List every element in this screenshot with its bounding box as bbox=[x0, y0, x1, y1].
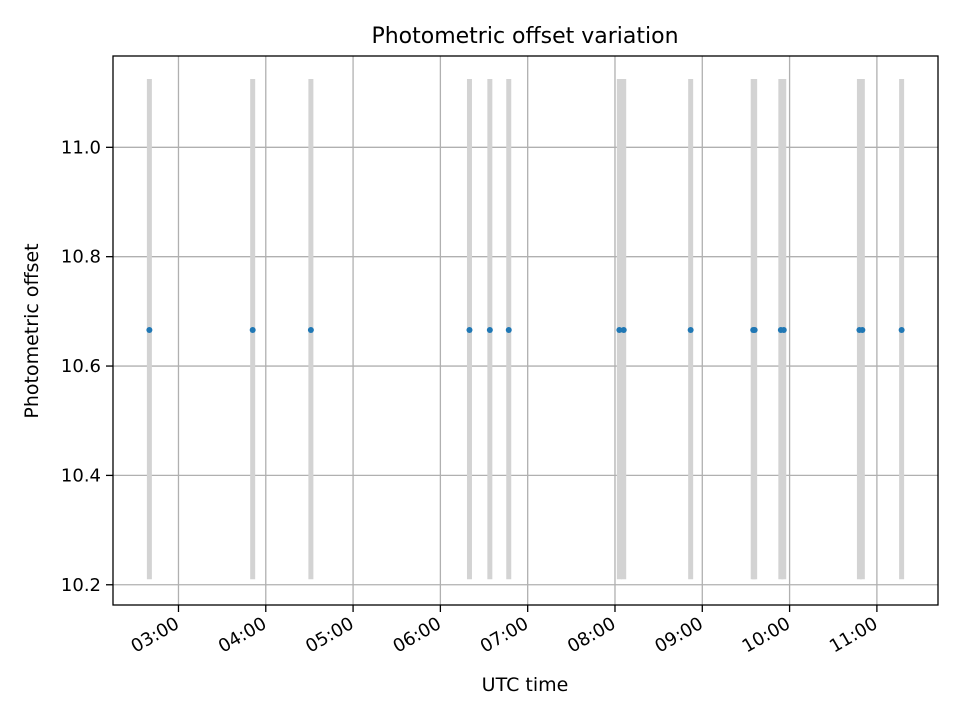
data-point bbox=[751, 326, 758, 333]
y-axis-ticks: 10.2 10.4 10.6 10.8 11.0 bbox=[61, 137, 113, 596]
y-tick-label: 10.6 bbox=[61, 356, 101, 377]
data-point bbox=[616, 326, 623, 333]
y-tick-label: 10.4 bbox=[61, 465, 101, 486]
data-point bbox=[466, 326, 473, 333]
y-tick-label: 10.2 bbox=[61, 575, 101, 596]
data-point bbox=[146, 326, 153, 333]
data-point bbox=[307, 326, 314, 333]
x-tick-label: 08:00 bbox=[564, 613, 619, 657]
data-point bbox=[898, 326, 905, 333]
x-tick-label: 03:00 bbox=[128, 613, 183, 657]
x-tick-label: 05:00 bbox=[302, 613, 357, 657]
x-tick-label: 04:00 bbox=[215, 613, 270, 657]
y-tick-label: 11.0 bbox=[61, 137, 101, 158]
error-bars bbox=[146, 78, 905, 580]
data-point bbox=[859, 326, 866, 333]
grid bbox=[113, 56, 938, 605]
data-point bbox=[486, 326, 493, 333]
x-axis-ticks: 03:00 04:00 05:00 06:00 07:00 08:00 09:00 10:00… bbox=[128, 605, 881, 657]
data-points bbox=[146, 326, 905, 333]
x-axis-label: UTC time bbox=[482, 674, 569, 696]
x-tick-label: 06:00 bbox=[389, 613, 444, 657]
x-tick-label: 09:00 bbox=[651, 613, 706, 657]
y-tick-label: 10.8 bbox=[61, 247, 101, 268]
x-tick-label: 11:00 bbox=[826, 613, 881, 657]
plot-frame bbox=[112, 55, 939, 606]
chart-title: Photometric offset variation bbox=[371, 24, 678, 49]
data-point bbox=[780, 326, 787, 333]
data-point bbox=[505, 326, 512, 333]
data-point bbox=[620, 326, 627, 333]
y-axis-label: Photometric offset bbox=[21, 243, 43, 418]
data-point bbox=[687, 326, 694, 333]
x-tick-label: 07:00 bbox=[477, 613, 532, 657]
data-point bbox=[249, 326, 256, 333]
x-tick-label: 10:00 bbox=[739, 613, 794, 657]
